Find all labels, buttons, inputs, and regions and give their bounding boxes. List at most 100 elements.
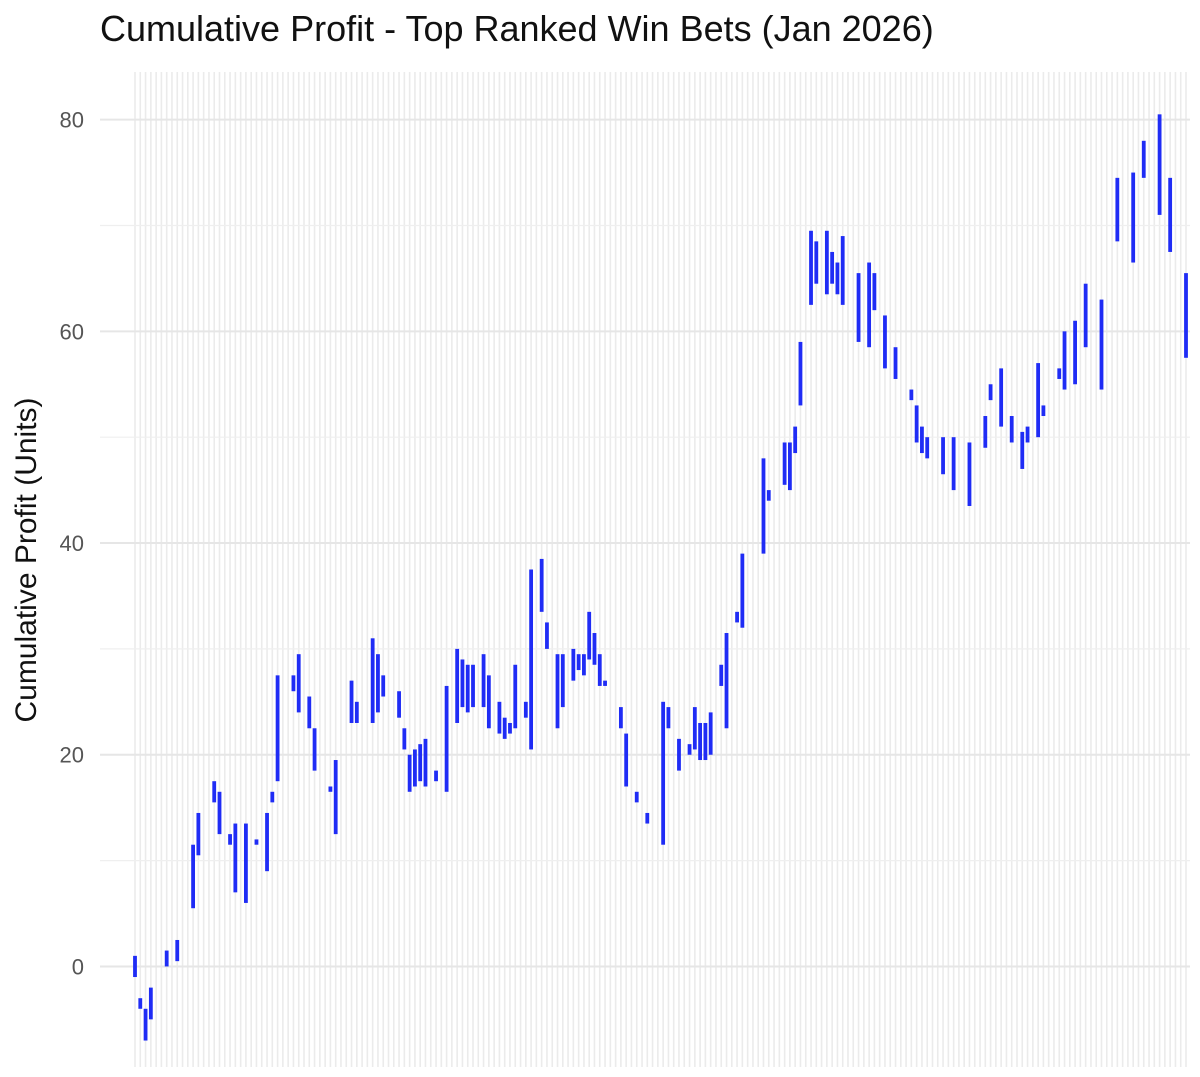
bar <box>254 839 259 845</box>
bar <box>502 717 507 739</box>
y-tick-label: 20 <box>60 743 84 768</box>
bar <box>291 675 296 692</box>
bar <box>856 273 861 342</box>
bar <box>265 812 269 872</box>
bar <box>270 791 275 803</box>
bar <box>988 384 993 401</box>
bar <box>481 654 486 708</box>
y-axis-title: Cumulative Profit (Units) <box>10 397 43 722</box>
bar <box>798 341 803 406</box>
bar <box>175 939 180 962</box>
bar <box>513 664 518 729</box>
bar <box>571 648 576 681</box>
bar <box>967 442 972 506</box>
bar <box>883 315 887 369</box>
bar <box>1009 416 1014 443</box>
bar <box>793 426 798 454</box>
bar <box>867 262 872 348</box>
bar <box>370 638 375 723</box>
bar <box>1131 172 1136 263</box>
bar <box>296 654 301 713</box>
bar <box>1115 177 1120 242</box>
bar <box>999 368 1004 427</box>
bar <box>703 722 708 761</box>
bar <box>835 262 840 295</box>
bar <box>275 675 280 782</box>
bar <box>661 701 666 845</box>
bar <box>909 389 914 401</box>
bar <box>354 701 359 723</box>
bar <box>582 654 586 676</box>
bar <box>381 675 386 697</box>
bar <box>539 558 544 612</box>
bar <box>328 786 333 792</box>
bar <box>486 675 491 729</box>
bar <box>824 230 829 295</box>
bar <box>941 437 945 475</box>
bar <box>545 622 549 649</box>
bar <box>719 664 724 686</box>
bar <box>523 701 528 718</box>
y-axis-ticks: 0 20 40 60 80 <box>60 108 84 980</box>
bar <box>925 437 930 459</box>
bar <box>196 812 201 856</box>
bar <box>217 791 222 835</box>
bar <box>418 744 423 782</box>
bar <box>555 654 560 729</box>
bar <box>497 701 502 734</box>
bar <box>666 707 671 729</box>
bar <box>444 685 449 792</box>
bar <box>830 251 835 284</box>
bar <box>766 490 771 501</box>
bar <box>592 633 597 665</box>
bar <box>698 722 703 761</box>
bar <box>914 405 919 443</box>
bar <box>893 347 898 379</box>
bar <box>1184 273 1188 358</box>
bar <box>920 426 924 454</box>
bar <box>724 633 729 729</box>
bar <box>1157 114 1162 215</box>
bar <box>983 416 988 448</box>
bar <box>735 611 739 623</box>
bar <box>1020 431 1025 469</box>
bar <box>677 738 681 771</box>
bar <box>1099 299 1104 390</box>
bar <box>471 664 475 708</box>
bar <box>560 654 565 708</box>
bar <box>244 823 248 903</box>
bar <box>576 654 581 671</box>
y-tick-label: 0 <box>72 954 84 979</box>
bar <box>133 955 137 978</box>
bar <box>407 754 412 792</box>
bar <box>529 569 534 750</box>
bar <box>349 680 354 723</box>
bar <box>312 728 317 771</box>
bar <box>164 950 169 967</box>
bar <box>787 442 792 491</box>
bar <box>143 1008 148 1041</box>
plot-background <box>100 72 1190 1067</box>
bar <box>840 236 845 305</box>
bar <box>603 680 607 686</box>
bar <box>809 230 813 305</box>
bar <box>191 844 195 909</box>
bar <box>212 781 217 803</box>
bar <box>508 722 512 734</box>
bar <box>413 749 417 787</box>
bar <box>740 553 745 628</box>
bar <box>1141 140 1146 178</box>
bar <box>228 834 232 845</box>
bar <box>1073 320 1077 385</box>
bar <box>618 707 623 729</box>
bar <box>465 664 470 713</box>
y-tick-label: 60 <box>60 319 84 344</box>
bar <box>455 648 460 723</box>
bar <box>692 707 697 750</box>
bar <box>761 458 766 554</box>
bar <box>402 728 407 750</box>
bar <box>397 691 401 718</box>
bar <box>1057 368 1062 379</box>
bar <box>333 760 338 835</box>
